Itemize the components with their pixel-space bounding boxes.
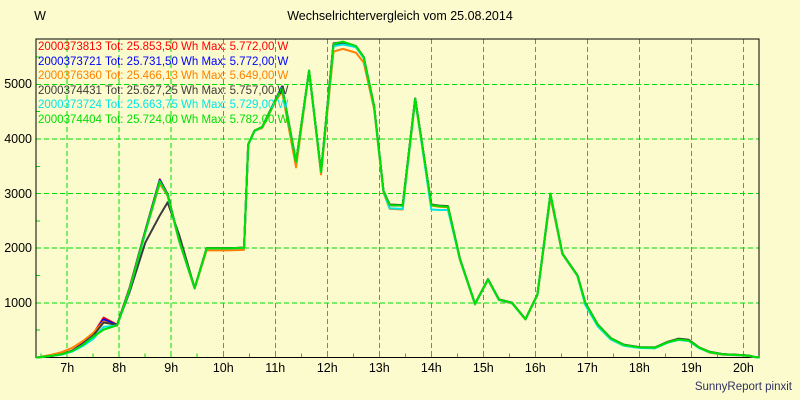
footer-credit: SunnyReport pinxit — [694, 381, 792, 393]
x-tick-label: 15h — [472, 361, 494, 375]
x-tick-label: 9h — [164, 361, 179, 375]
x-tick-label: 13h — [368, 361, 390, 375]
x-tick-label: 11h — [265, 361, 286, 375]
x-tick-label: 17h — [576, 361, 598, 375]
x-tick-label: 18h — [628, 361, 650, 375]
legend: 2000373813 Tot: 25.853,50 Wh Max: 5.772,… — [38, 40, 288, 128]
y-tick-label: 2000 — [4, 241, 32, 256]
series-line-2000374404 — [36, 40, 760, 359]
legend-entry: 2000373813 Tot: 25.853,50 Wh Max: 5.772,… — [38, 41, 289, 53]
y-tick-label: 4000 — [4, 131, 32, 146]
x-tick-label: 16h — [524, 361, 546, 375]
y-tick-label: 1000 — [4, 295, 32, 310]
y-tick-label: 3000 — [4, 186, 32, 201]
legend-entry: 2000373724 Tot: 25.663,75 Wh Max: 5.729,… — [38, 99, 289, 112]
y-axis-unit-label: W — [34, 9, 46, 23]
x-tick-label: 8h — [112, 361, 127, 375]
legend-entry: 2000376360 Tot: 25.466,13 Wh Max: 5.649,… — [38, 70, 289, 83]
plot-border — [35, 38, 760, 358]
x-tick-label: 12h — [316, 361, 338, 375]
legend-entry: 2000374404 Tot: 25.724,00 Wh Max: 5.782,… — [38, 113, 289, 126]
x-tick-label: 20h — [732, 361, 754, 375]
x-tick-label: 7h — [60, 361, 75, 375]
legend-entry: 2000374431 Tot: 25.627,25 Wh Max: 5.757,… — [38, 84, 289, 97]
x-tick-label: 19h — [680, 361, 702, 375]
chart-title: Wechselrichtervergleich vom 25.08.2014 — [287, 9, 513, 23]
x-tick-label: 14h — [420, 361, 442, 375]
x-tick-label: 10h — [212, 361, 234, 375]
y-tick-label: 5000 — [4, 77, 32, 92]
legend-entry: 2000373721 Tot: 25.731,50 Wh Max: 5.772,… — [38, 55, 289, 68]
